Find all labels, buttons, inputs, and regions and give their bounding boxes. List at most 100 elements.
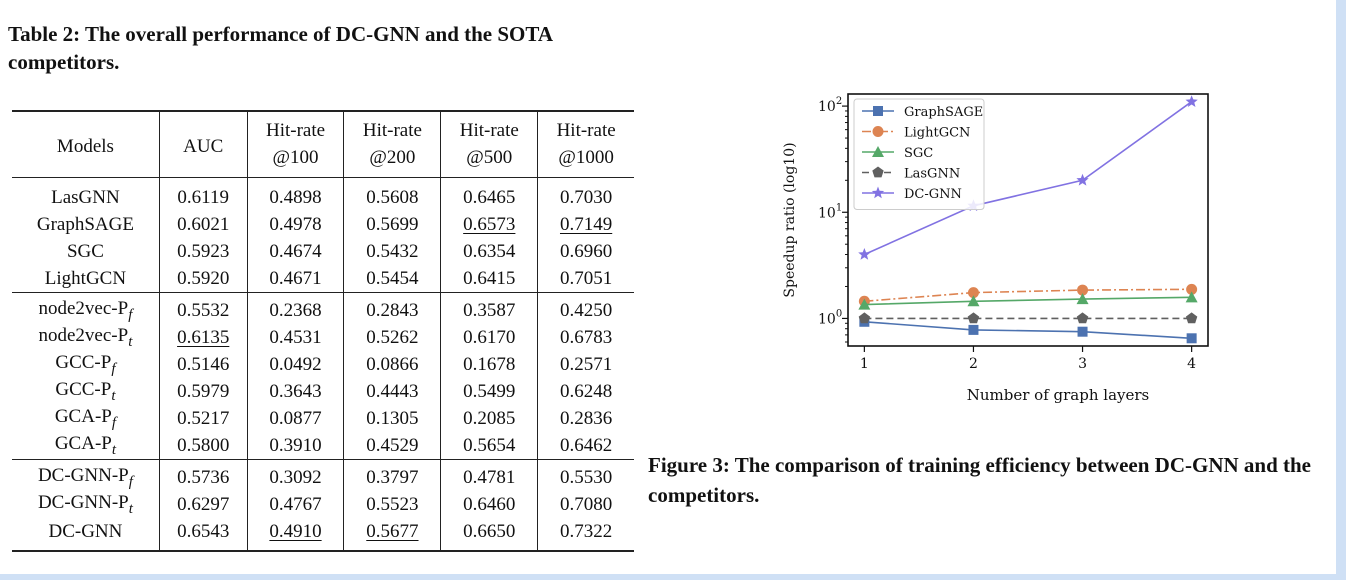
auc-cell: 0.5532 <box>159 292 248 324</box>
header-auc: AUC <box>159 110 248 178</box>
header-hit1000-top: Hit-rate <box>537 110 634 144</box>
hit100-cell: 0.3910 <box>247 432 345 460</box>
data-point-lasgnn <box>967 312 980 324</box>
legend-marker-sgc <box>872 146 884 157</box>
data-point-sgc <box>1076 293 1089 305</box>
auc-cell: 0.6297 <box>159 491 248 518</box>
axes-frame <box>847 93 1209 347</box>
hit500-cell: 0.1678 <box>440 351 539 378</box>
data-point-dc-gnn <box>858 248 871 260</box>
hit500-cell: 0.6465 <box>440 177 539 211</box>
hit200-cell: 0.3797 <box>343 459 442 491</box>
model-name: LasGNN <box>12 177 160 211</box>
series-line-graphsage <box>864 321 1192 340</box>
hit1000-cell: 0.7149 <box>559 213 613 235</box>
performance-table-wrap: Models AUC Hit-rate Hit-rate Hit-rate Hi… <box>12 110 634 552</box>
hit200-cell: 0.4529 <box>343 432 442 460</box>
data-point-graphsage <box>968 324 979 335</box>
auc-cell: 0.5979 <box>159 378 248 405</box>
header-hit100-top: Hit-rate <box>247 110 345 144</box>
model-name: SGC <box>12 238 160 265</box>
model-name: DC-GNN <box>12 518 160 552</box>
hit100-cell: 0.0492 <box>247 351 345 378</box>
table-row: GCA-Pt 0.5800 0.3910 0.4529 0.5654 0.646… <box>12 432 634 460</box>
legend-label-lasgnn: LasGNN <box>904 167 960 182</box>
data-point-lightgcn <box>967 287 979 299</box>
hit200-cell: 0.5608 <box>343 177 442 211</box>
hit100-cell: 0.4767 <box>247 491 345 518</box>
data-point-dc-gnn <box>1185 95 1198 107</box>
hit500-cell: 0.6170 <box>440 324 539 351</box>
auc-cell: 0.5800 <box>159 432 248 460</box>
hit1000-cell: 0.7080 <box>559 493 613 515</box>
hit200-cell: 0.5262 <box>343 324 442 351</box>
auc-cell: 0.5923 <box>159 238 248 265</box>
bottom-border <box>0 574 1346 580</box>
legend-label-dc-gnn: DC-GNN <box>904 187 962 202</box>
table-row: DC-GNN 0.6543 0.4910 0.5677 0.6650 0.732… <box>12 518 634 552</box>
hit200-cell: 0.5699 <box>343 211 442 238</box>
data-point-dc-gnn <box>1076 173 1089 186</box>
x-tick-label: 3 <box>1078 356 1087 372</box>
hit500-cell: 0.6573 <box>440 211 539 238</box>
legend-marker-graphsage <box>873 106 883 116</box>
header-hit500-bottom: @500 <box>440 144 539 178</box>
hit1000-cell: 0.6462 <box>559 434 613 456</box>
series-line-sgc <box>864 296 1192 306</box>
x-tick-label: 1 <box>860 356 869 372</box>
hit500-cell: 0.4781 <box>440 459 539 491</box>
hit1000-cell: 0.6960 <box>559 240 613 262</box>
y-tick-label: 100 <box>818 308 842 327</box>
data-point-sgc <box>858 298 871 310</box>
hit500-cell: 0.6460 <box>440 491 539 518</box>
data-point-sgc <box>1185 291 1198 303</box>
legend-marker-lasgnn <box>872 166 884 178</box>
auc-cell: 0.5217 <box>159 405 248 432</box>
hit100-cell: 0.4910 <box>247 518 345 552</box>
x-tick-label: 2 <box>969 356 978 372</box>
hit500-cell: 0.5654 <box>440 432 539 460</box>
model-name: node2vec-Pf <box>12 292 160 324</box>
speedup-chart: 100 101 102 1 2 3 4 Number of graph layers Speed… <box>770 88 1220 418</box>
hit1000-cell: 0.7030 <box>537 177 634 211</box>
legend-label-graphsage: GraphSAGE <box>904 105 983 120</box>
table-caption: Table 2: The overall performance of DC-G… <box>8 22 552 74</box>
table-row: GCA-Pf 0.5217 0.0877 0.1305 0.2085 0.283… <box>12 405 634 432</box>
hit1000-cell: 0.6248 <box>559 380 613 402</box>
table-row: node2vec-Pf 0.5532 0.2368 0.2843 0.3587 … <box>12 292 634 324</box>
header-hit200-top: Hit-rate <box>343 110 442 144</box>
hit200-cell: 0.4443 <box>343 378 442 405</box>
hit200-cell: 0.5523 <box>343 491 442 518</box>
data-point-sgc <box>967 295 980 307</box>
hit1000-cell: 0.2571 <box>559 353 613 375</box>
legend-label-sgc: SGC <box>904 146 933 161</box>
header-hit200-bottom: @200 <box>343 144 442 178</box>
hit200-cell: 0.0866 <box>343 351 442 378</box>
model-name: node2vec-Pt <box>12 324 160 351</box>
hit1000-cell: 0.6783 <box>559 326 613 348</box>
data-point-lightgcn <box>1186 283 1198 295</box>
hit100-cell: 0.4978 <box>247 211 345 238</box>
model-name: GCA-Pf <box>12 405 160 432</box>
hit100-cell: 0.4671 <box>247 265 345 293</box>
hit100-cell: 0.3643 <box>247 378 345 405</box>
hit1000-cell: 0.7051 <box>559 267 613 289</box>
header-hit1000-bottom: @1000 <box>558 146 614 168</box>
legend-label-lightgcn: LightGCN <box>904 126 970 141</box>
hit100-cell: 0.3092 <box>247 459 345 491</box>
model-name: GCC-Pf <box>12 351 160 378</box>
table-row: DC-GNN-Pt 0.6297 0.4767 0.5523 0.6460 0.… <box>12 491 634 518</box>
model-name: DC-GNN-Pf <box>12 459 160 491</box>
hit200-cell: 0.5432 <box>343 238 442 265</box>
series-line-lightgcn <box>864 288 1192 303</box>
auc-cell: 0.5736 <box>159 459 248 491</box>
hit200-cell: 0.2843 <box>343 292 442 324</box>
data-point-lasgnn <box>1076 312 1089 324</box>
legend-box <box>853 98 985 210</box>
hit500-cell: 0.2085 <box>440 405 539 432</box>
data-point-lightgcn <box>1077 284 1089 296</box>
model-name: LightGCN <box>12 265 160 293</box>
auc-cell: 0.6135 <box>159 324 248 351</box>
hit100-cell: 0.0877 <box>247 405 345 432</box>
y-axis-label: Speedup ratio (log10) <box>782 142 798 297</box>
